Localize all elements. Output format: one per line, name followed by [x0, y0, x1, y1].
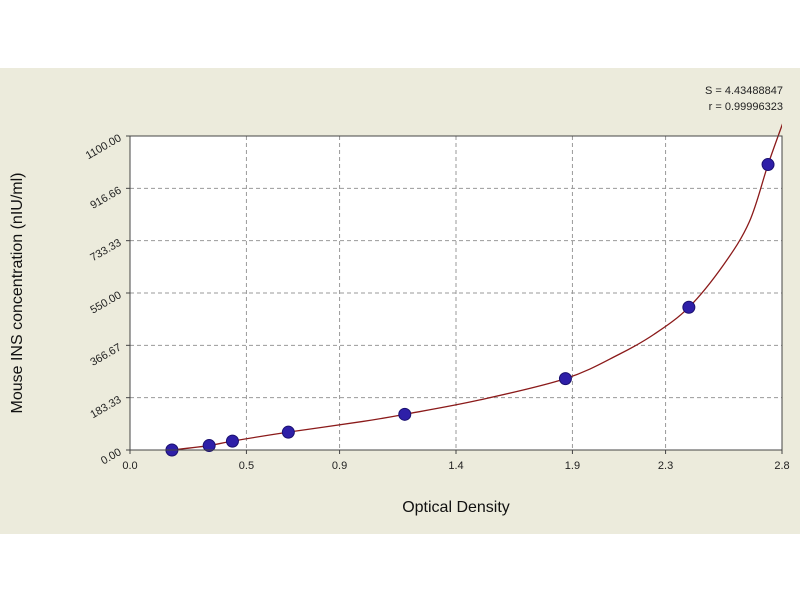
y-tick-label: 550.00: [88, 289, 123, 316]
y-axis-title: Mouse INS concentration (nIU/ml): [9, 173, 26, 414]
x-tick-label: 2.3: [658, 460, 673, 472]
x-tick-label: 0.5: [239, 460, 254, 472]
data-point: [682, 300, 696, 314]
grid: [130, 136, 782, 450]
y-tick-label: 366.67: [88, 342, 123, 369]
y-tick-label: 733.33: [88, 237, 123, 264]
fit-curve: [164, 123, 782, 450]
fit-stat-s: S = 4.43488847: [705, 85, 783, 97]
chart-panel: 0.0 0.5 0.9 1.4 1.9 2.3 2.8 0.00 183.33 366.67 55…: [0, 68, 800, 534]
fit-curve-group: [164, 123, 782, 450]
data-point: [761, 158, 775, 172]
data-point: [225, 434, 239, 448]
x-tick-label: 1.9: [565, 460, 580, 472]
data-point: [558, 372, 572, 386]
data-point: [202, 439, 216, 453]
y-tick-label: 0.00: [99, 446, 124, 467]
x-tick-label: 0.9: [332, 460, 347, 472]
x-axis-title: Optical Density: [402, 499, 510, 516]
chart: 0.0 0.5 0.9 1.4 1.9 2.3 2.8 0.00 183.33 366.67 55…: [9, 85, 790, 516]
y-tick-label: 1100.00: [84, 132, 124, 162]
y-tick-label: 916.66: [88, 185, 123, 212]
x-tick-label: 1.4: [448, 460, 463, 472]
data-point: [281, 425, 295, 439]
data-point: [398, 407, 412, 421]
y-tick-label: 183.33: [88, 394, 123, 421]
x-tick-label: 2.8: [774, 460, 789, 472]
x-axis-ticks: 0.0 0.5 0.9 1.4 1.9 2.3 2.8: [122, 450, 790, 472]
x-tick-label: 0.0: [122, 460, 137, 472]
y-axis-ticks: 0.00 183.33 366.67 550.00 733.33 916.66 1100.0…: [84, 132, 130, 467]
fit-stat-r: r = 0.99996323: [709, 101, 783, 113]
